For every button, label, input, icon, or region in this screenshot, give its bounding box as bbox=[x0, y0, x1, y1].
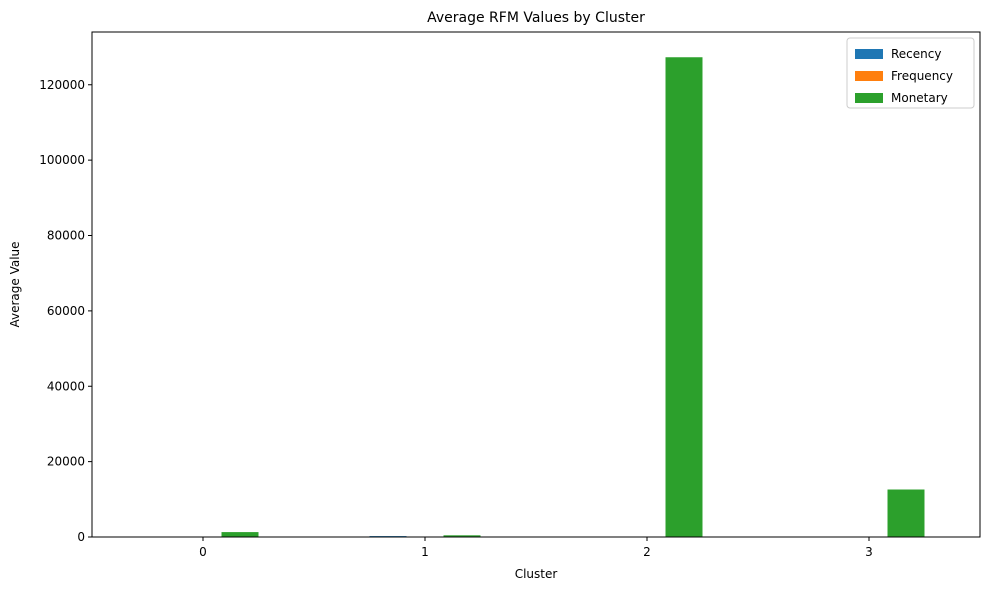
y-axis: 0 20000 40000 60000 80000 100000 120000 bbox=[39, 78, 92, 544]
bar-monetary-cluster-3 bbox=[888, 490, 925, 537]
y-tick-label: 20000 bbox=[47, 455, 85, 469]
y-tick-label: 100000 bbox=[39, 153, 85, 167]
series-monetary bbox=[222, 57, 925, 537]
legend-label-recency: Recency bbox=[891, 47, 941, 61]
legend-label-frequency: Frequency bbox=[891, 69, 953, 83]
bar-monetary-cluster-2 bbox=[666, 57, 703, 537]
legend: Recency Frequency Monetary bbox=[847, 38, 974, 108]
y-tick-label: 120000 bbox=[39, 78, 85, 92]
y-tick-label: 60000 bbox=[47, 304, 85, 318]
x-tick-label: 2 bbox=[643, 545, 651, 559]
bars-layer bbox=[148, 57, 925, 537]
bar-monetary-cluster-0 bbox=[222, 532, 259, 537]
chart-title: Average RFM Values by Cluster bbox=[427, 10, 645, 26]
legend-swatch-recency bbox=[855, 49, 883, 59]
y-tick-label: 40000 bbox=[47, 379, 85, 393]
legend-label-monetary: Monetary bbox=[891, 91, 948, 105]
x-tick-label: 1 bbox=[421, 545, 429, 559]
x-tick-label: 3 bbox=[865, 545, 873, 559]
plot-frame bbox=[92, 32, 980, 537]
y-tick-label: 80000 bbox=[47, 229, 85, 243]
x-axis-label: Cluster bbox=[515, 567, 558, 581]
legend-swatch-frequency bbox=[855, 71, 883, 81]
x-axis: 0 1 2 3 bbox=[199, 537, 873, 559]
y-tick-label: 0 bbox=[77, 530, 85, 544]
x-tick-label: 0 bbox=[199, 545, 207, 559]
y-axis-label: Average Value bbox=[8, 241, 22, 327]
legend-swatch-monetary bbox=[855, 93, 883, 103]
